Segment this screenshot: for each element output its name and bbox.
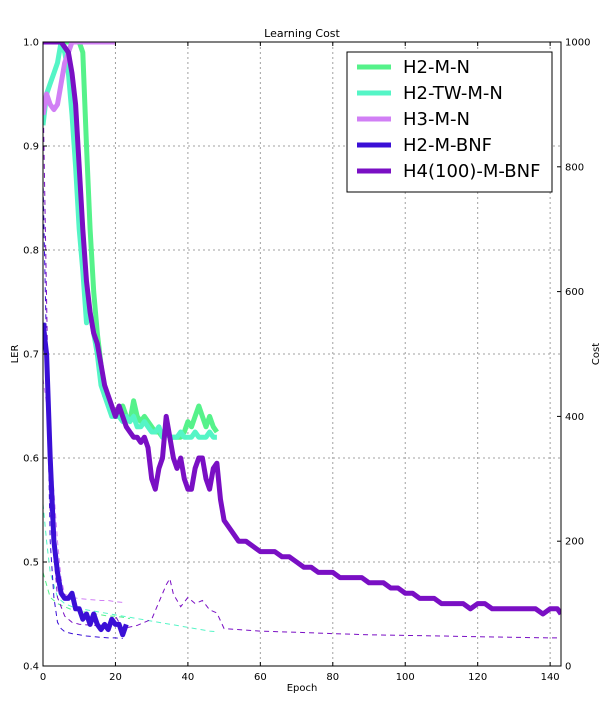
- legend-label-h2-m-n: H2-M-N: [403, 57, 470, 78]
- grid-lines: [43, 42, 561, 666]
- y-right-tick-label: 400: [565, 412, 584, 423]
- y-right-tick-label: 1000: [565, 38, 590, 49]
- y-axis-left-title: LER: [10, 345, 21, 364]
- axes: 0 20 40 60 80 100 120 140 0.4 0.5 0.6 0.7 0.8 0.9 1.0 0…: [23, 38, 590, 684]
- x-tick-label: 100: [396, 672, 415, 683]
- legend-label-h2-m-bnf: H2-M-BNF: [403, 135, 492, 156]
- y-left-tick-label: 0.7: [23, 350, 39, 361]
- x-tick-label: 80: [326, 672, 339, 683]
- legend: H2-M-N H2-TW-M-N H3-M-N H2-M-BNF H4(100)-M-B…: [346, 51, 553, 193]
- y-left-tick-label: 0.8: [23, 246, 39, 257]
- y-left-tick-label: 0.6: [23, 454, 39, 465]
- y-right-tick-label: 600: [565, 287, 584, 298]
- series-ler-h2-m-bnf: [43, 322, 129, 638]
- chart-title: Learning Cost: [264, 27, 340, 40]
- plot-series-group: [43, 42, 561, 639]
- x-tick-label: 40: [182, 672, 195, 683]
- legend-label-h2-tw-m-n: H2-TW-M-N: [403, 83, 503, 104]
- series-ler-h2-tw-m-n: [43, 42, 217, 440]
- series-cost-h2-tw-m-n: [43, 503, 217, 633]
- series-cost-h2-m-bnf: [43, 179, 123, 639]
- y-axis-right-title: Cost: [591, 343, 602, 365]
- legend-label-h3-m-n: H3-M-N: [403, 109, 470, 130]
- x-tick-label: 20: [109, 672, 122, 683]
- y-left-tick-label: 0.5: [23, 558, 39, 569]
- legend-label-h4-100-m-bnf: H4(100)-M-BNF: [403, 161, 540, 182]
- series-ler-h4-100-m-bnf: [43, 42, 561, 617]
- series-cost-h4-100-m-bnf: [43, 91, 561, 639]
- y-left-tick-label: 1.0: [23, 38, 39, 49]
- x-tick-label: 60: [254, 672, 267, 683]
- y-right-tick-label: 0: [565, 662, 571, 673]
- y-right-tick-label: 200: [565, 537, 584, 548]
- x-axis-title: Epoch: [287, 683, 318, 694]
- y-left-tick-label: 0.9: [23, 142, 39, 153]
- y-left-tick-label: 0.4: [23, 662, 39, 673]
- x-tick-label: 120: [468, 672, 487, 683]
- x-tick-label: 140: [541, 672, 560, 683]
- x-tick-label: 0: [40, 672, 46, 683]
- y-right-tick-label: 800: [565, 162, 584, 173]
- series-ler-h3-m-n: [43, 42, 116, 116]
